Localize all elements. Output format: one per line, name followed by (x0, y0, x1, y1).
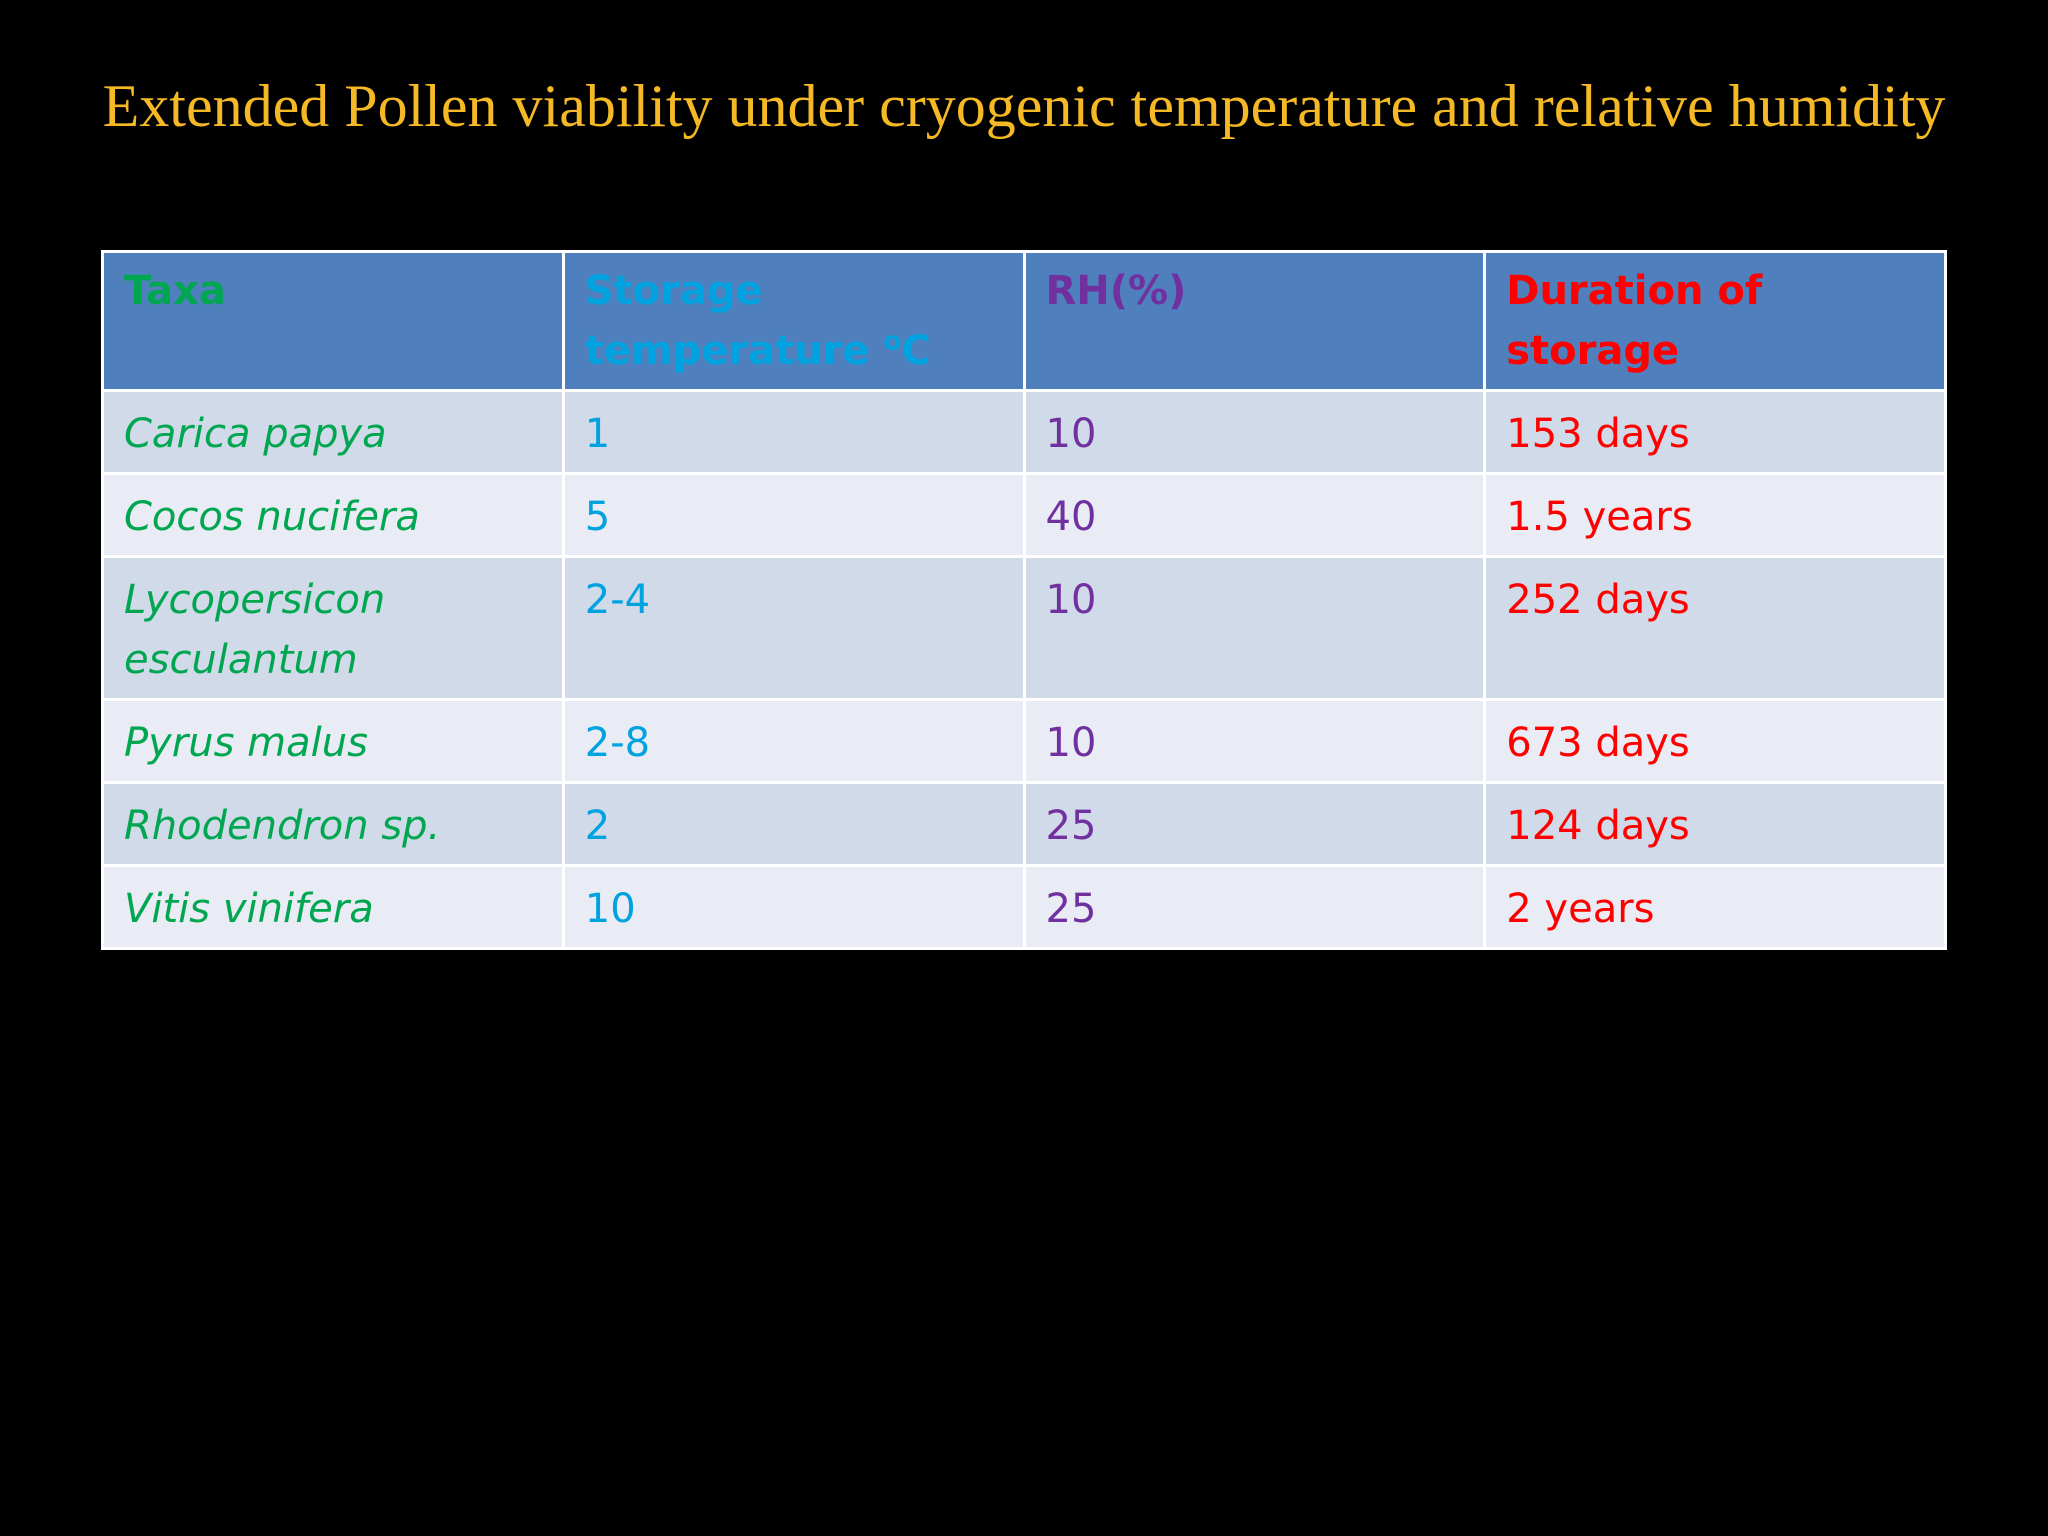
cell-taxa: Lycopersicon esculantum (101, 555, 565, 701)
cell-rh: 25 (1022, 864, 1487, 950)
cell-taxa: Rhodendron sp. (101, 781, 565, 867)
cell-rh: 10 (1022, 389, 1487, 475)
cell-temperature: 5 (561, 472, 1026, 558)
table-row: Carica papya 1 10 153 days (101, 389, 1947, 475)
cell-duration: 252 days (1483, 555, 1947, 701)
header-rh: RH(%) (1022, 250, 1487, 392)
degree-superscript: o (883, 326, 902, 357)
table-row: Pyrus malus 2-8 10 673 days (101, 698, 1947, 784)
cell-rh: 25 (1022, 781, 1487, 867)
header-duration: Duration of storage (1483, 250, 1947, 392)
header-storage-temperature-label: Storage temperature (584, 268, 884, 374)
cell-temperature: 2-4 (561, 555, 1026, 701)
table-row: Rhodendron sp. 2 25 124 days (101, 781, 1947, 867)
table-row: Lycopersicon esculantum 2-4 10 252 days (101, 555, 1947, 701)
cell-rh: 40 (1022, 472, 1487, 558)
cell-temperature: 10 (561, 864, 1026, 950)
header-storage-temperature-unit: C (901, 328, 931, 374)
cell-rh: 10 (1022, 555, 1487, 701)
cell-temperature: 2 (561, 781, 1026, 867)
cell-taxa: Vitis vinifera (101, 864, 565, 950)
cell-duration: 673 days (1483, 698, 1947, 784)
cell-duration: 153 days (1483, 389, 1947, 475)
cell-duration: 1.5 years (1483, 472, 1947, 558)
slide-title: Extended Pollen viability under cryogeni… (102, 73, 1946, 139)
header-taxa: Taxa (101, 250, 565, 392)
cell-taxa: Pyrus malus (101, 698, 565, 784)
cell-duration: 124 days (1483, 781, 1947, 867)
table-header-row: Taxa Storage temperature oC RH(%) Durati… (101, 250, 1947, 392)
cell-taxa: Cocos nucifera (101, 472, 565, 558)
pollen-viability-table: Taxa Storage temperature oC RH(%) Durati… (101, 250, 1947, 950)
header-storage-temperature: Storage temperature oC (561, 250, 1026, 392)
cell-temperature: 1 (561, 389, 1026, 475)
cell-rh: 10 (1022, 698, 1487, 784)
table-row: Vitis vinifera 10 25 2 years (101, 864, 1947, 950)
cell-temperature: 2-8 (561, 698, 1026, 784)
table-row: Cocos nucifera 5 40 1.5 years (101, 472, 1947, 558)
cell-taxa: Carica papya (101, 389, 565, 475)
cell-duration: 2 years (1483, 864, 1947, 950)
